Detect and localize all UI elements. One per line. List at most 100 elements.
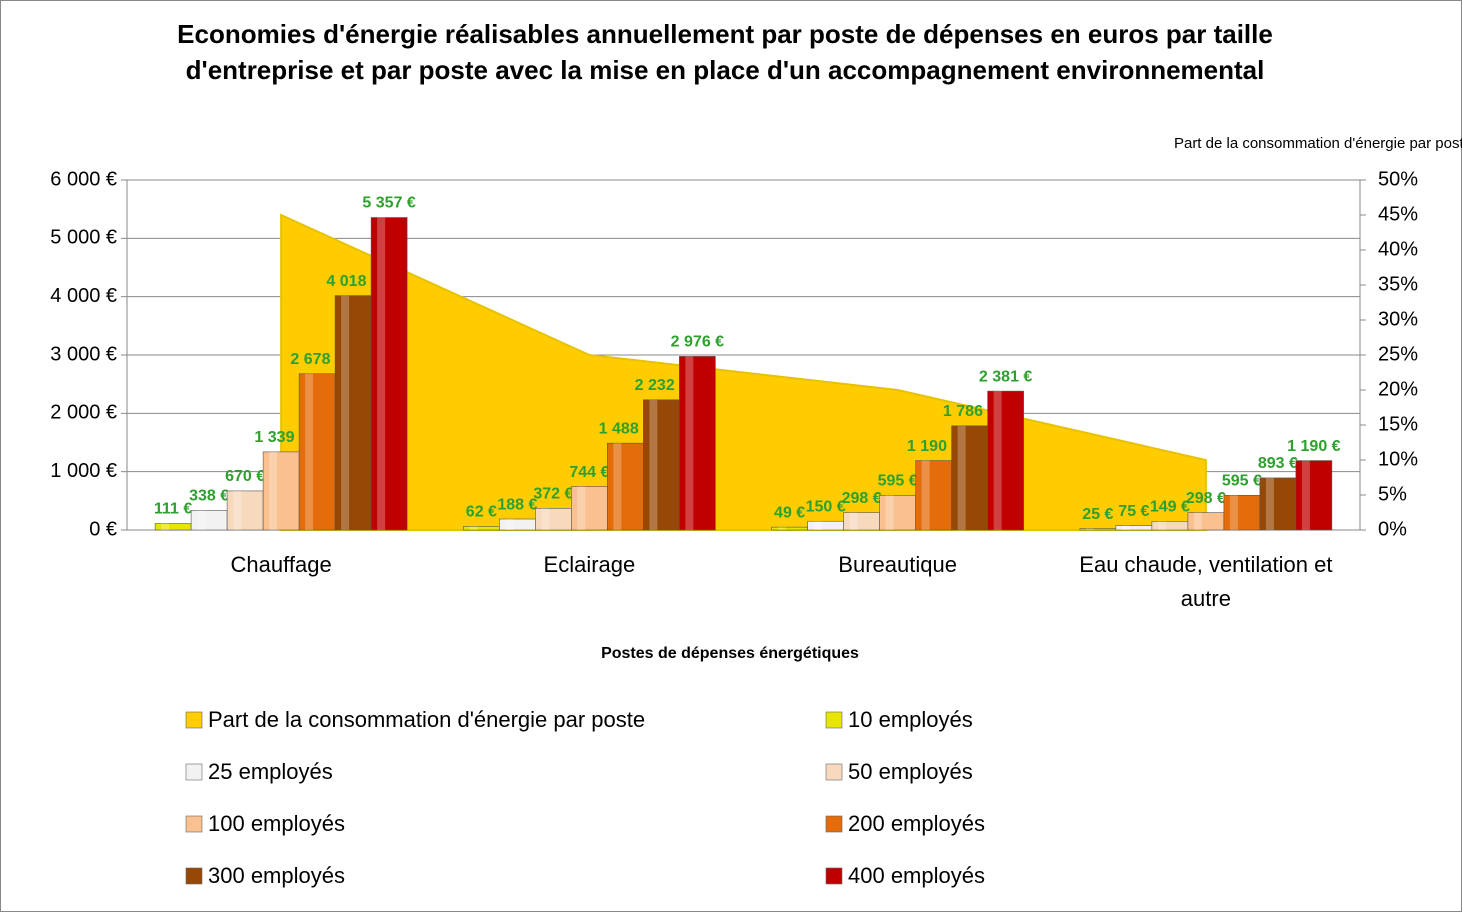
data-label: 2 678 € (290, 351, 343, 368)
bar-highlight (685, 356, 694, 530)
x-axis-title: Postes de dépenses énergétiques (601, 645, 859, 662)
y-tick-label: 4 000 € (50, 285, 117, 307)
bar-highlight (957, 425, 966, 530)
y2-tick-label: 20% (1378, 378, 1418, 400)
x-tick-label: Eau chaude, ventilation et autre (1079, 552, 1333, 611)
bar-highlight (577, 486, 586, 530)
data-label: 1 190 € (907, 438, 960, 455)
bar-highlight (1193, 512, 1202, 530)
y-tick-label: 2 000 € (50, 402, 117, 424)
data-label: 595 € (1222, 473, 1262, 490)
data-label: 670 € (225, 468, 265, 485)
legend-label: 100 employés (208, 811, 345, 836)
bar-highlight (1301, 460, 1310, 530)
data-label: 188 € (497, 496, 537, 513)
bar-highlight (1157, 521, 1166, 530)
data-label: 2 976 € (671, 334, 724, 351)
bar (915, 460, 952, 531)
bar (807, 520, 844, 531)
data-label: 893 € (1258, 455, 1298, 472)
bar-highlight (305, 373, 314, 530)
bar (1151, 521, 1189, 531)
y-tick-label: 6 000 € (50, 168, 117, 190)
y-tick-label: 5 000 € (50, 227, 117, 249)
data-label: 372 € (533, 486, 573, 503)
data-label: 62 € (466, 504, 497, 521)
legend-swatch (185, 711, 203, 729)
bar-highlight (377, 217, 386, 530)
bar-highlight (813, 521, 822, 530)
legend-swatch (185, 867, 203, 885)
data-label: 298 € (1186, 490, 1226, 507)
bar (1259, 477, 1297, 531)
data-label: 149 € (1150, 499, 1190, 516)
y2-tick-label: 25% (1378, 343, 1418, 365)
data-label: 5 357 € (362, 195, 415, 212)
bar (643, 399, 680, 531)
y2-axis-title: Part de la consommation d'énergie par po… (1173, 135, 1462, 152)
y-tick-label: 0 € (89, 518, 117, 540)
legend-label: 200 employés (848, 811, 985, 836)
bar-highlight (849, 512, 858, 530)
bar-highlight (613, 443, 622, 530)
bar-highlight (469, 526, 478, 530)
bar (771, 526, 808, 531)
data-label: 2 232 € (635, 377, 688, 394)
bar-highlight (341, 295, 350, 530)
legend-swatch (825, 711, 843, 729)
bar (571, 486, 608, 531)
bar (951, 425, 988, 531)
bar (1115, 525, 1153, 531)
bar-highlight (541, 508, 550, 530)
bar-highlight (777, 527, 786, 530)
data-label: 111 € (154, 501, 192, 518)
data-label: 298 € (842, 490, 882, 507)
x-tick-label: Chauffage (230, 552, 332, 577)
bar (154, 523, 192, 531)
bar (1295, 460, 1333, 531)
legend-swatch (185, 763, 203, 781)
data-label: 595 € (878, 473, 918, 490)
legend-label: 50 employés (848, 759, 973, 784)
legend-label: 300 employés (208, 863, 345, 888)
bar-highlight (233, 490, 242, 530)
bar (262, 451, 300, 531)
bar (1223, 494, 1261, 531)
bar (607, 442, 644, 531)
y2-tick-label: 50% (1378, 168, 1418, 190)
bar-highlight (197, 510, 206, 530)
bar-highlight (1265, 477, 1274, 530)
chart-title: Economies d'énergie réalisables annuelle… (177, 19, 1273, 85)
y2-tick-label: 35% (1378, 273, 1418, 295)
bar-highlight (269, 451, 278, 530)
y-tick-label: 3 000 € (50, 343, 117, 365)
y2-tick-label: 45% (1378, 203, 1418, 225)
bar (679, 356, 716, 531)
data-label: 2 381 € (979, 368, 1032, 385)
x-tick-label: Eclairage (543, 552, 636, 577)
bar-highlight (1085, 528, 1094, 530)
data-label: 1 190 € (1287, 438, 1340, 455)
y2-tick-label: 0% (1378, 518, 1407, 540)
bar (499, 518, 536, 531)
legend-label: Part de la consommation d'énergie par po… (208, 707, 645, 732)
bar (370, 217, 408, 531)
bar (987, 390, 1024, 531)
bar-highlight (921, 460, 930, 530)
bar-highlight (161, 523, 170, 530)
legend-swatch (185, 815, 203, 833)
data-label: 150 € (806, 498, 846, 515)
legend-swatch (825, 867, 843, 885)
y2-tick-label: 30% (1378, 308, 1418, 330)
data-label: 338 € (189, 488, 229, 505)
data-label: 744 € (569, 464, 609, 481)
x-tick-label: Bureautique (838, 552, 957, 577)
bar (334, 295, 372, 531)
y2-tick-label: 40% (1378, 238, 1418, 260)
bar (1187, 512, 1225, 531)
bar-highlight (505, 519, 514, 530)
y2-tick-label: 10% (1378, 448, 1418, 470)
bar (843, 512, 880, 531)
